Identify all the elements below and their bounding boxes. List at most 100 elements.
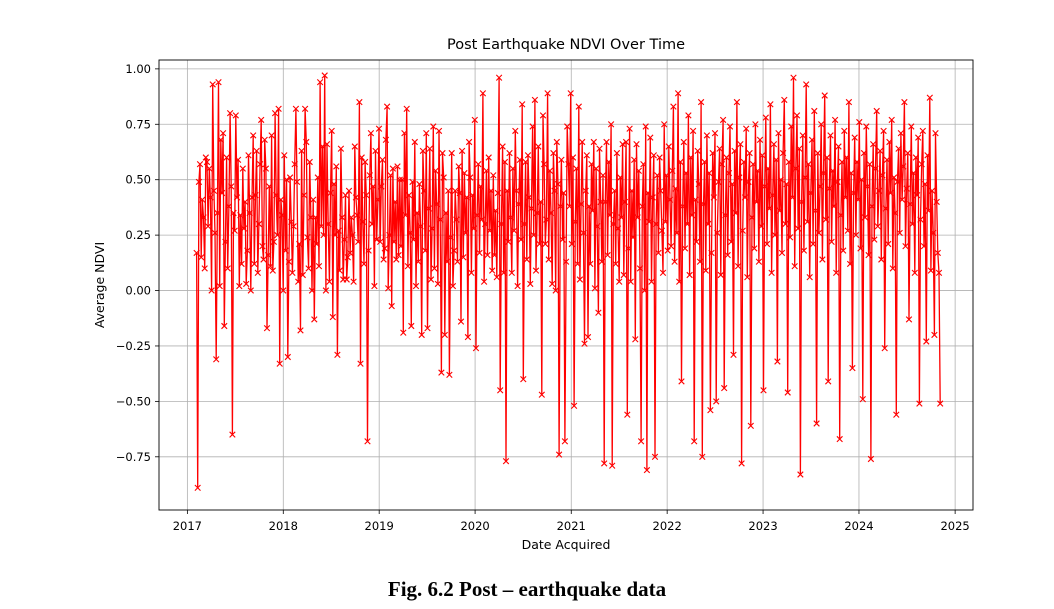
data-point-marker (738, 460, 745, 467)
data-point-marker (412, 282, 420, 290)
data-point-marker (774, 358, 781, 365)
data-point-marker (363, 192, 370, 199)
data-point-marker (320, 231, 327, 239)
data-point-marker (555, 451, 563, 458)
data-point-marker (831, 116, 839, 124)
data-point-marker (655, 249, 662, 257)
data-point-marker (327, 189, 334, 197)
data-point-marker (202, 154, 209, 161)
data-point-marker (770, 141, 778, 148)
data-point-marker (597, 198, 604, 206)
data-point-marker (585, 203, 593, 210)
data-point-marker (887, 189, 894, 197)
data-point-marker (495, 74, 503, 81)
data-point-marker (881, 345, 888, 352)
data-point-marker (619, 141, 626, 148)
data-point-marker (814, 149, 821, 157)
data-point-marker (741, 194, 749, 201)
data-point-marker (319, 143, 326, 150)
x-tick-label: 2020 (460, 519, 489, 533)
data-point-marker (234, 156, 242, 163)
data-point-marker (570, 402, 578, 409)
axis-ticks: 2017 2018 2019 2020 2021 2022 2023 2024 2025 1.00… (116, 62, 970, 533)
data-point-marker (247, 287, 254, 294)
data-point-marker (812, 207, 819, 214)
data-point-marker (828, 238, 835, 245)
data-point-marker (587, 260, 594, 268)
data-point-marker (886, 138, 893, 146)
data-point-marker (400, 329, 407, 336)
data-point-marker (682, 169, 690, 177)
data-point-marker (829, 167, 836, 174)
data-point-marker (901, 98, 908, 106)
data-point-marker (850, 189, 857, 197)
data-point-marker (771, 231, 779, 239)
data-point-marker (539, 112, 547, 119)
data-point-marker (858, 176, 865, 183)
data-point-marker (870, 141, 877, 148)
data-point-marker (196, 161, 204, 168)
data-point-marker (461, 169, 468, 177)
data-point-marker (918, 161, 925, 168)
data-point-marker (808, 136, 816, 143)
y-tick-label: 1.00 (125, 62, 151, 76)
data-point-marker (392, 198, 399, 206)
data-point-marker (931, 331, 938, 339)
data-point-marker (713, 398, 720, 405)
data-point-marker (358, 154, 365, 161)
data-point-marker (486, 227, 493, 234)
data-point-marker (606, 212, 614, 219)
data-point-marker (766, 205, 773, 212)
data-point-marker (857, 245, 864, 252)
data-point-marker (483, 167, 490, 174)
data-point-marker (219, 130, 227, 137)
data-point-marker (728, 238, 735, 245)
data-point-marker (316, 79, 324, 86)
data-point-marker (306, 158, 313, 166)
data-point-marker (845, 98, 853, 106)
data-point-marker (621, 198, 629, 206)
data-point-marker (733, 98, 741, 106)
data-point-marker (632, 336, 639, 343)
data-point-marker (222, 238, 229, 245)
data-point-marker (779, 149, 787, 157)
data-point-marker (482, 220, 489, 228)
data-point-marker (714, 229, 721, 237)
data-point-marker (310, 196, 317, 203)
data-point-marker (528, 205, 535, 212)
data-point-marker (520, 376, 527, 383)
data-point-marker (604, 251, 611, 259)
data-point-marker (380, 256, 387, 263)
data-point-marker (416, 180, 423, 188)
data-point-marker (418, 331, 425, 339)
data-point-marker (360, 260, 368, 268)
data-point-marker (538, 391, 545, 398)
data-point-marker (454, 258, 461, 265)
data-point-marker (692, 196, 699, 203)
data-point-marker (680, 138, 687, 146)
data-point-marker (500, 269, 507, 276)
data-point-marker (545, 256, 552, 263)
data-point-marker (438, 369, 445, 376)
data-point-marker (859, 396, 866, 403)
data-point-marker (364, 438, 371, 445)
data-point-marker (783, 180, 790, 188)
data-point-marker (460, 254, 467, 261)
data-point-marker (799, 132, 806, 139)
data-point-marker (697, 98, 705, 106)
data-point-marker (557, 203, 564, 210)
data-point-marker (565, 161, 572, 168)
data-point-marker (231, 227, 238, 234)
data-point-marker (374, 196, 382, 203)
data-point-marker (305, 265, 312, 272)
data-point-marker (206, 165, 213, 172)
data-point-marker (669, 167, 676, 174)
data-point-marker (851, 134, 858, 141)
data-point-marker (573, 165, 580, 172)
data-point-marker (367, 130, 375, 137)
data-point-marker (209, 81, 216, 88)
data-point-marker (558, 156, 565, 163)
data-point-marker (552, 287, 559, 294)
data-point-marker (896, 229, 903, 237)
data-point-marker (194, 484, 201, 491)
